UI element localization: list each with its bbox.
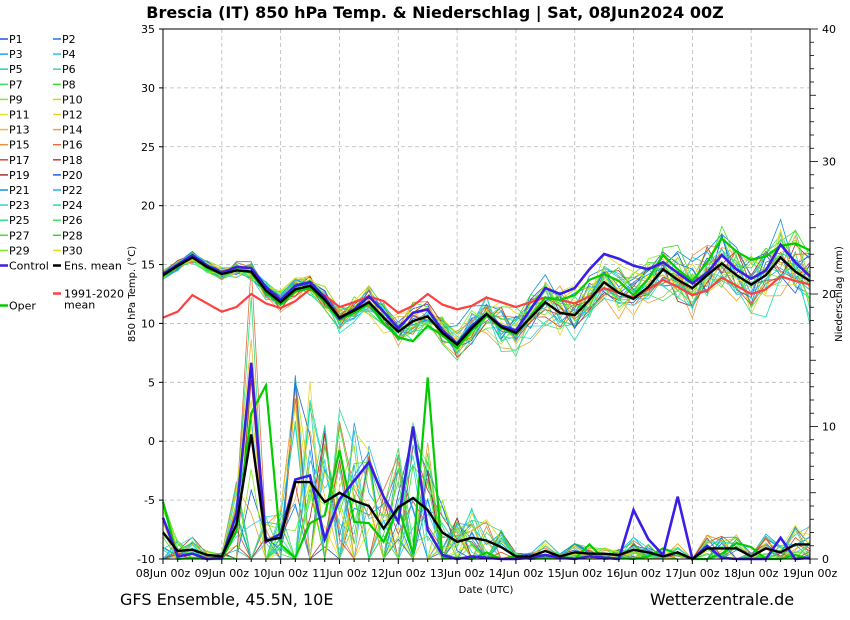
legend-entry-p18: P18 bbox=[62, 154, 83, 167]
x-tick-label: 19Jun 00z bbox=[783, 567, 838, 580]
y-tick-label: 30 bbox=[141, 82, 155, 95]
y-tick-label: 25 bbox=[141, 141, 155, 154]
legend-entry-p17: P17 bbox=[9, 154, 30, 167]
y-tick-label: 35 bbox=[141, 23, 155, 36]
legend-entry-oper: Oper bbox=[9, 300, 36, 313]
x-tick-label: 15Jun 00z bbox=[548, 567, 603, 580]
right-tick-label: 10 bbox=[822, 421, 836, 434]
y-tick-label: 10 bbox=[141, 317, 155, 330]
x-axis-label: Date (UTC) bbox=[459, 585, 514, 596]
member-precip-line bbox=[162, 400, 811, 560]
legend-entry-p8: P8 bbox=[62, 78, 76, 91]
x-tick-label: 12Jun 00z bbox=[371, 567, 426, 580]
right-tick-label: 30 bbox=[822, 156, 836, 169]
legend-entry-p15: P15 bbox=[9, 139, 30, 152]
legend-entry-p4: P4 bbox=[62, 48, 76, 61]
legend-entry-p20: P20 bbox=[62, 169, 83, 182]
right-axis-ticks: 0 10 20 30 40 bbox=[810, 23, 836, 566]
ensmean-temp-line bbox=[162, 255, 811, 347]
legend-entry-p23: P23 bbox=[9, 199, 30, 212]
legend-entry-p27: P27 bbox=[9, 229, 30, 242]
highlighted-lines bbox=[161, 236, 811, 562]
legend-entry-climate: 1991-2020 bbox=[64, 288, 124, 301]
legend-entry-p29: P29 bbox=[9, 244, 30, 257]
legend-entry-climate-mean: mean bbox=[64, 299, 95, 312]
member-precip-line bbox=[162, 385, 810, 561]
site-credit: Wetterzentrale.de bbox=[650, 590, 794, 609]
legend-entry-p13: P13 bbox=[9, 124, 30, 137]
legend: P1 P2 P3 P4 P5 P6 P7 P8 P9 P10 P11 P12 P13 P14 P15 P16 P… bbox=[0, 33, 124, 313]
legend-entry-p30: P30 bbox=[62, 244, 83, 257]
control-temp-line bbox=[162, 242, 811, 346]
legend-entry-p6: P6 bbox=[62, 63, 76, 76]
right-axis-label: Niederschlag (mm) bbox=[834, 246, 845, 342]
chart-grid bbox=[163, 29, 810, 559]
x-tick-label: 18Jun 00z bbox=[724, 567, 779, 580]
legend-entry-ensmean: Ens. mean bbox=[64, 260, 122, 273]
x-tick-label: 08Jun 00z bbox=[136, 567, 191, 580]
legend-entry-control: Control bbox=[9, 260, 49, 273]
y-tick-label: 0 bbox=[148, 435, 155, 448]
legend-entry-p25: P25 bbox=[9, 214, 30, 227]
y-tick-label: -10 bbox=[137, 553, 155, 566]
legend-entry-p14: P14 bbox=[62, 124, 83, 137]
x-tick-label: 09Jun 00z bbox=[195, 567, 250, 580]
legend-entry-p2: P2 bbox=[62, 33, 76, 46]
legend-entry-p16: P16 bbox=[62, 139, 83, 152]
legend-entry-p28: P28 bbox=[62, 229, 83, 242]
legend-entry-p11: P11 bbox=[9, 109, 30, 122]
legend-entry-p19: P19 bbox=[9, 169, 30, 182]
legend-entry-p26: P26 bbox=[62, 214, 83, 227]
legend-entry-p24: P24 bbox=[62, 199, 83, 212]
control-precip-line bbox=[161, 362, 811, 562]
x-axis-ticks: 08Jun 00z 09Jun 00z 10Jun 00z 11Jun 00z 12Ju… bbox=[136, 559, 838, 580]
y-axis-ticks: -10 -5 0 5 10 15 20 25 30 35 bbox=[137, 23, 163, 566]
chart-title: Brescia (IT) 850 hPa Temp. & Niederschla… bbox=[146, 3, 723, 23]
legend-entry-p12: P12 bbox=[62, 109, 83, 122]
y-tick-label: -5 bbox=[144, 494, 155, 507]
y-tick-label: 20 bbox=[141, 200, 155, 213]
legend-entry-p10: P10 bbox=[62, 93, 83, 106]
x-tick-label: 16Jun 00z bbox=[606, 567, 661, 580]
legend-entry-p3: P3 bbox=[9, 48, 23, 61]
legend-entry-p7: P7 bbox=[9, 78, 23, 91]
legend-entry-p9: P9 bbox=[9, 93, 23, 106]
legend-entry-p1: P1 bbox=[9, 33, 23, 46]
legend-entry-p21: P21 bbox=[9, 184, 30, 197]
x-tick-label: 11Jun 00z bbox=[312, 567, 367, 580]
right-tick-label: 20 bbox=[822, 288, 836, 301]
member-precip-line bbox=[162, 422, 811, 561]
legend-entry-p5: P5 bbox=[9, 63, 23, 76]
right-tick-label: 40 bbox=[822, 23, 836, 36]
x-tick-label: 14Jun 00z bbox=[489, 567, 544, 580]
member-precip-line bbox=[162, 361, 811, 561]
climate-mean-line bbox=[162, 275, 811, 319]
y-tick-label: 5 bbox=[148, 376, 155, 389]
right-tick-label: 0 bbox=[822, 553, 829, 566]
x-tick-label: 13Jun 00z bbox=[430, 567, 485, 580]
x-tick-label: 10Jun 00z bbox=[253, 567, 308, 580]
x-tick-label: 17Jun 00z bbox=[665, 567, 720, 580]
model-caption: GFS Ensemble, 45.5N, 10E bbox=[120, 590, 333, 609]
ensmean-precip-line bbox=[162, 434, 810, 561]
legend-entry-p22: P22 bbox=[62, 184, 83, 197]
y-axis-label: 850 hPa Temp. (°C) bbox=[127, 246, 138, 342]
y-tick-label: 15 bbox=[141, 259, 155, 272]
